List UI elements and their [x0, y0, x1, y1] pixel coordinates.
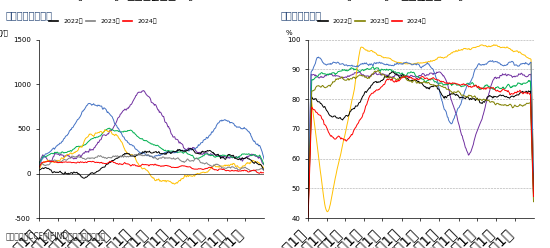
Text: 图：短纤开工率: 图：短纤开工率	[280, 10, 322, 20]
Legend: 2022年, 2023年, 2024年: 2022年, 2023年, 2024年	[46, 16, 160, 27]
Legend: 2022年, 2023年, 2024年: 2022年, 2023年, 2024年	[316, 16, 429, 27]
Text: 图：短纤现货利润: 图：短纤现货利润	[6, 10, 52, 20]
Text: 资料来源：CCF、IFIND、新湖期货研究所: 资料来源：CCF、IFIND、新湖期货研究所	[6, 231, 106, 240]
Title: 短纤开工率: 短纤开工率	[400, 0, 442, 1]
Text: %: %	[285, 30, 292, 36]
Title: 聚酯平均利润: 聚酯平均利润	[126, 0, 177, 1]
Text: 元/吨: 元/吨	[0, 30, 9, 36]
